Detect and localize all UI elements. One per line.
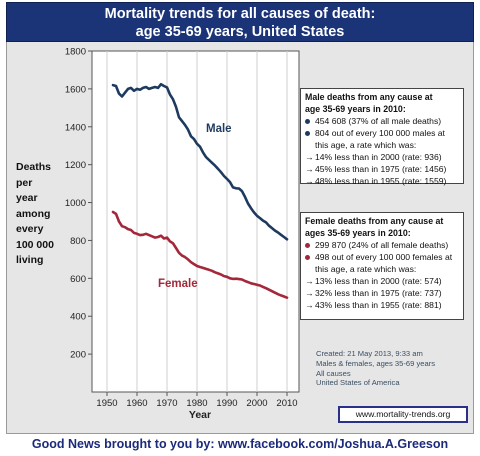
y-axis-label-line: among: [16, 207, 51, 220]
right-arrow-icon: →: [305, 152, 314, 162]
series-line-male: [111, 82, 289, 241]
male-compare-1975: 45% less than in 1975 (rate: 1456): [315, 164, 447, 174]
female-stats-box: Female deaths from any cause at ages 35-…: [300, 212, 464, 320]
female-compare-2000: 13% less than in 2000 (rate: 574): [315, 276, 442, 286]
male-bullet-row: 804 out of every 100 000 males at this ag…: [305, 127, 459, 151]
x-tick-label: 1970: [156, 398, 177, 409]
male-compare-1955: 48% less than in 1955 (rate: 1559): [315, 176, 447, 186]
y-axis-label: Deaths per year among every 100 000 livi…: [16, 160, 76, 269]
grid-layer: [106, 51, 288, 392]
female-box-header-line: ages 35-69 years in 2010:: [305, 228, 411, 238]
male-bullet-row: 454 608 (37% of all male deaths): [305, 115, 459, 127]
y-tick-label: 200: [70, 350, 86, 361]
series-label-male: Male: [206, 123, 232, 135]
female-box-header: Female deaths from any cause at ages 35-…: [305, 215, 459, 239]
female-box-header-line: Female deaths from any cause at: [305, 216, 444, 226]
male-box-header: Male deaths from any cause at age 35-69 …: [305, 91, 459, 115]
female-deaths-count: 299 870 (24% of all female deaths): [315, 240, 449, 250]
male-arrow-row: → 14% less than in 2000 (rate: 936): [305, 151, 459, 163]
x-tick-label: 1960: [126, 398, 147, 409]
tick-layer: 1950 1960 1970 1980 1990 2000 2010 200 400 600 800…: [65, 47, 298, 410]
female-arrow-row: → 43% less than in 1955 (rate: 881): [305, 299, 459, 311]
y-tick-label: 600: [70, 274, 86, 285]
male-bullet-icon: [305, 119, 310, 124]
y-tick-label: 1600: [65, 84, 86, 95]
male-stats-box: Male deaths from any cause at age 35-69 …: [300, 88, 464, 187]
creation-metadata: Created: 21 May 2013, 9:33 am Males & fe…: [316, 349, 435, 388]
x-tick-label: 1990: [216, 398, 237, 409]
x-tick-label: 1980: [186, 398, 207, 409]
y-tick-label: 1200: [65, 160, 86, 171]
y-tick-label: 400: [70, 312, 86, 323]
female-rate-line: this age, a rate which was:: [315, 264, 417, 274]
y-axis-label-line: 100 000: [16, 238, 54, 251]
male-rate-line: this age, a rate which was:: [315, 140, 417, 150]
footer-credit[interactable]: Good News brought to you by: www.faceboo…: [31, 437, 449, 451]
right-arrow-icon: →: [305, 176, 314, 186]
meta-created: Created: 21 May 2013, 9:33 am: [316, 349, 423, 358]
female-bullet-row: 498 out of every 100 000 females at this …: [305, 251, 459, 275]
female-rate-line: 498 out of every 100 000 females at: [315, 252, 453, 262]
female-rate-text: 498 out of every 100 000 females at this …: [315, 251, 452, 275]
female-arrow-row: → 13% less than in 2000 (rate: 574): [305, 275, 459, 287]
site-url-link[interactable]: www.mortality-trends.org: [338, 406, 468, 423]
series-layer: [111, 82, 289, 300]
male-compare-2000: 14% less than in 2000 (rate: 936): [315, 152, 442, 162]
title-line-2: age 35-69 years, United States: [135, 24, 345, 40]
y-tick-label: 800: [70, 236, 86, 247]
female-compare-1955: 43% less than in 1955 (rate: 881): [315, 300, 442, 310]
male-deaths-count: 454 608 (37% of all male deaths): [315, 116, 442, 126]
meta-country: United States of America: [316, 378, 400, 388]
meta-causes: All causes: [316, 368, 351, 378]
series-label-female: Female: [158, 278, 198, 290]
female-bullet-row: 299 870 (24% of all female deaths): [305, 239, 459, 251]
x-tick-label: 1950: [96, 398, 117, 409]
right-arrow-icon: →: [305, 164, 314, 174]
y-tick-label: 1800: [65, 47, 86, 58]
meta-population: Males & females, ages 35-69 years: [316, 358, 436, 368]
male-box-header-line: age 35-69 years in 2010:: [305, 104, 406, 114]
right-arrow-icon: →: [305, 300, 314, 310]
y-tick-label: 1400: [65, 122, 86, 133]
series-line-female: [111, 210, 289, 300]
y-axis-label-line: Deaths: [16, 161, 52, 173]
x-tick-label: 2010: [276, 398, 297, 409]
male-arrow-row: → 45% less than in 1975 (rate: 1456): [305, 163, 459, 175]
female-arrow-row: → 32% less than in 1975 (rate: 737): [305, 287, 459, 299]
male-rate-text: 804 out of every 100 000 males at this ag…: [315, 127, 445, 151]
male-arrow-row: → 48% less than in 1955 (rate: 1559): [305, 175, 459, 187]
title-line-1: Mortality trends for all causes of death…: [104, 6, 376, 22]
right-arrow-icon: →: [305, 276, 314, 286]
right-arrow-icon: →: [305, 288, 314, 298]
male-rate-line: 804 out of every 100 000 males at: [315, 128, 445, 138]
chart-title: Mortality trends for all causes of death…: [6, 2, 474, 42]
male-box-header-line: Male deaths from any cause at: [305, 92, 433, 102]
y-axis-label-line: every: [16, 223, 44, 235]
female-bullet-icon: [305, 255, 310, 260]
female-compare-1975: 32% less than in 1975 (rate: 737): [315, 288, 442, 298]
x-tick-label: 2000: [246, 398, 267, 409]
y-axis-label-line: per: [16, 176, 33, 189]
y-axis-label-line: year: [16, 192, 38, 204]
y-tick-label: 1000: [65, 198, 86, 209]
female-bullet-icon: [305, 243, 310, 248]
plot-area: [91, 50, 300, 393]
male-bullet-icon: [305, 131, 310, 136]
x-axis-label: Year: [189, 409, 211, 421]
y-axis-label-line: living: [16, 254, 44, 266]
